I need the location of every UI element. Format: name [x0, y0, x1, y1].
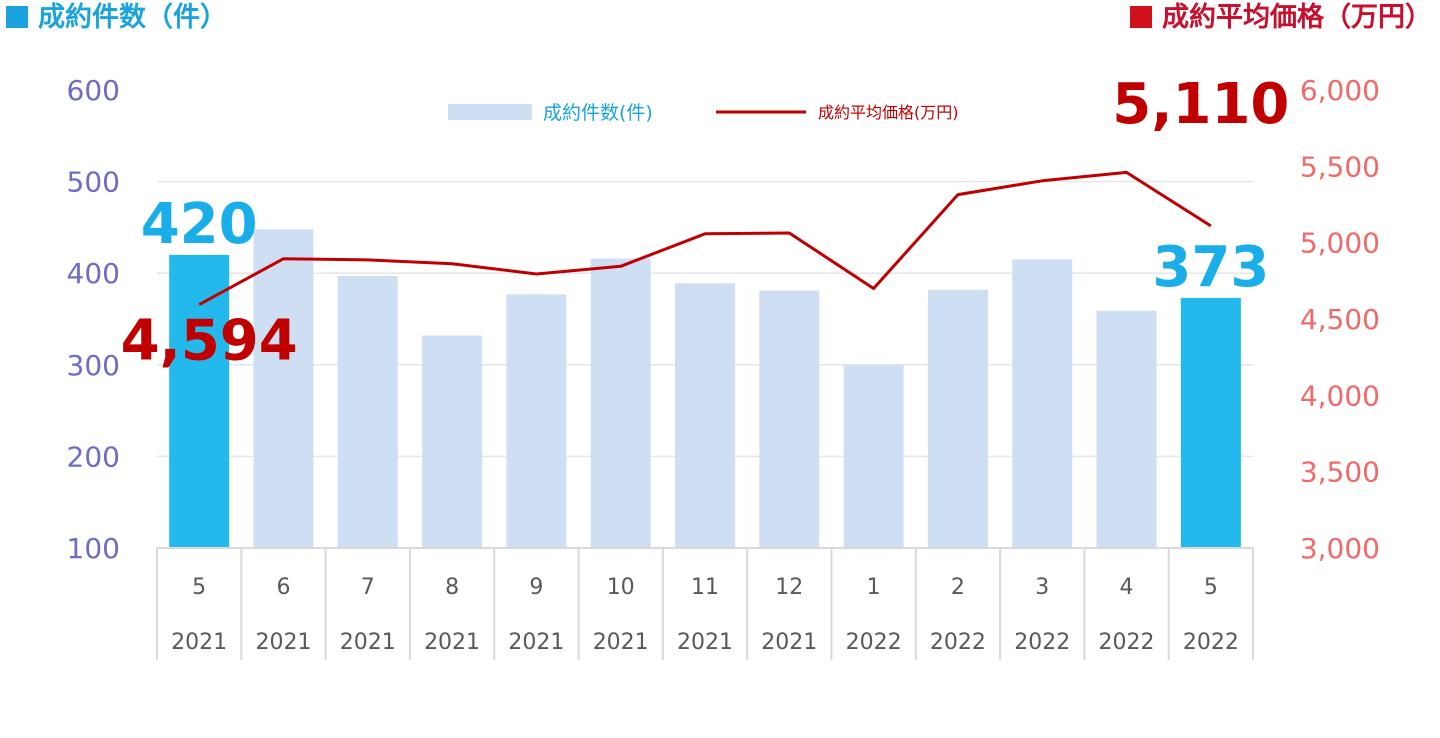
right-axis-title-text: 成約平均価格（万円） [1162, 2, 1432, 33]
category-month-label: 7 [361, 575, 375, 600]
right-axis-tick: 3,500 [1300, 456, 1380, 489]
legend: 成約件数(件) 成約平均価格(万円) [448, 102, 959, 124]
category-month-label: 5 [192, 575, 206, 600]
category-month-label: 6 [276, 575, 290, 600]
square-marker-icon [6, 6, 28, 28]
legend-line-label: 成約平均価格(万円) [818, 103, 959, 122]
right-axis-tick: 3,000 [1300, 532, 1380, 565]
category-month-label: 5 [1204, 575, 1218, 600]
right-axis-tick: 4,500 [1300, 303, 1380, 336]
category-year-label: 2021 [677, 630, 733, 655]
category-month-label: 10 [607, 575, 635, 600]
category-month-label: 8 [445, 575, 459, 600]
data-label: 373 [1152, 235, 1269, 300]
data-label: 4,594 [121, 309, 298, 374]
right-axis-ticks: 3,000 3,500 4,000 4,500 5,000 5,500 6,000 [1300, 74, 1380, 565]
bar [1096, 310, 1157, 548]
category-month-label: 3 [1035, 575, 1049, 600]
line-series [198, 170, 1212, 306]
bar [843, 364, 904, 548]
left-axis-title: 成約件数（件） [6, 0, 227, 36]
bar [422, 335, 483, 548]
right-axis-tick: 4,000 [1300, 379, 1380, 412]
right-axis-tick: 5,000 [1300, 227, 1380, 260]
category-axis [156, 547, 1254, 660]
left-axis-tick: 300 [67, 349, 120, 382]
category-year-label: 2021 [255, 630, 311, 655]
bar [169, 254, 230, 548]
bar [759, 290, 820, 548]
legend-bar-swatch [448, 104, 532, 120]
category-year-label: 2021 [340, 630, 396, 655]
bar [590, 258, 651, 548]
left-axis-tick: 100 [67, 532, 120, 565]
bar [927, 289, 988, 548]
category-month-label: 9 [529, 575, 543, 600]
square-marker-icon [1130, 6, 1152, 28]
category-year-label: 2022 [1183, 630, 1239, 655]
category-year-label: 2021 [171, 630, 227, 655]
category-year-label: 2022 [930, 630, 986, 655]
category-year-label: 2022 [1014, 630, 1070, 655]
right-axis-title: 成約平均価格（万円） [1130, 0, 1432, 36]
category-year-label: 2021 [424, 630, 480, 655]
bar [506, 294, 567, 548]
right-axis-tick: 5,500 [1300, 150, 1380, 183]
left-axis-tick: 200 [67, 440, 120, 473]
category-year-label: 2022 [1099, 630, 1155, 655]
category-month-label: 2 [951, 575, 965, 600]
data-label: 420 [141, 192, 258, 257]
bar [337, 275, 398, 548]
category-month-label: 12 [775, 575, 803, 600]
left-axis-tick: 400 [67, 257, 120, 290]
bar [1180, 297, 1241, 548]
left-axis-tick: 500 [67, 166, 120, 199]
bar-series [169, 229, 1241, 548]
bar [675, 283, 735, 548]
legend-bar-label: 成約件数(件) [543, 102, 653, 124]
category-year-label: 2021 [761, 630, 817, 655]
category-month-label: 4 [1120, 575, 1134, 600]
category-year-label: 2022 [846, 630, 902, 655]
category-month-label: 1 [867, 575, 881, 600]
data-labels: 420 373 4,594 5,110 [121, 72, 1290, 374]
category-year-label: 2021 [593, 630, 649, 655]
left-axis-title-text: 成約件数（件） [38, 2, 227, 33]
category-labels: 5202162021720218202192021102021112021122… [171, 575, 1239, 655]
data-label: 5,110 [1112, 72, 1289, 137]
category-year-label: 2021 [508, 630, 564, 655]
bar [1012, 259, 1073, 548]
right-axis-tick: 6,000 [1300, 74, 1380, 107]
category-month-label: 11 [691, 575, 719, 600]
left-axis-tick: 600 [67, 74, 120, 107]
bar [253, 229, 314, 548]
left-axis-ticks: 100 200 300 400 500 600 [67, 74, 120, 565]
